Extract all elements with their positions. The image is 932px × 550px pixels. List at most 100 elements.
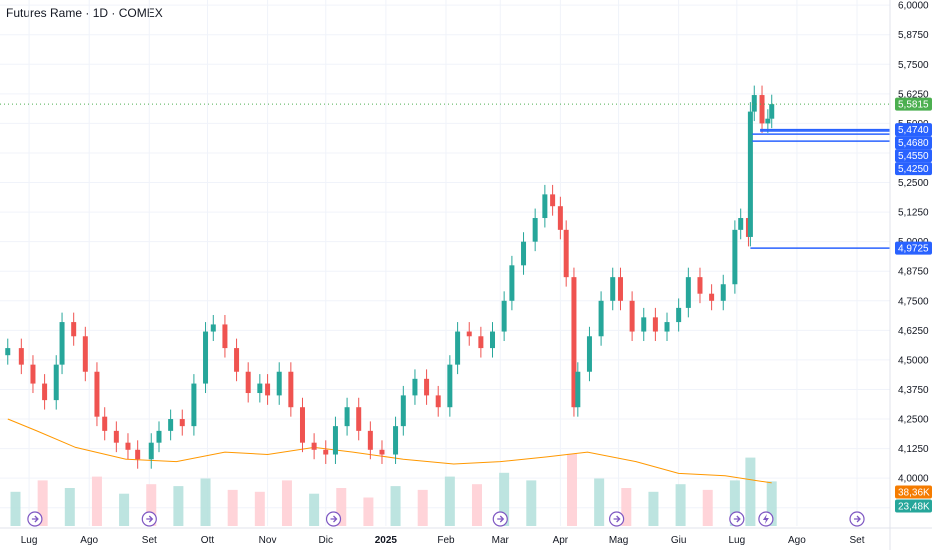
x-tick-label: Mag — [609, 535, 628, 546]
volume-bar — [526, 480, 537, 526]
price-level-tag-bg — [895, 162, 932, 176]
volume-bar — [173, 486, 184, 526]
candle-body — [367, 430, 373, 450]
x-tick-label: Apr — [553, 535, 569, 546]
current-price-tag: 5,5815 — [898, 100, 929, 111]
candle-body — [71, 322, 77, 337]
volume-bar — [336, 488, 347, 526]
price-level-tag-bg — [895, 149, 932, 163]
candle-body — [550, 194, 556, 207]
candle-body — [563, 229, 569, 278]
candle-body — [148, 442, 154, 460]
candle-body — [18, 348, 24, 365]
candle-body — [234, 348, 240, 372]
candle-body — [466, 331, 472, 337]
candle-body — [501, 300, 507, 332]
candle-body — [59, 322, 65, 365]
price-level-tag-bg — [895, 136, 932, 150]
candle-body — [125, 442, 131, 450]
volume-bar — [309, 493, 320, 526]
y-tick-label: 4,5000 — [898, 355, 929, 366]
arrow-glyph — [733, 515, 741, 523]
candle-body — [356, 407, 362, 431]
x-tick-label: Lug — [728, 535, 745, 546]
candle-body — [222, 324, 228, 349]
volume-bar — [390, 486, 401, 526]
candle-body — [697, 277, 703, 294]
candle-body — [751, 95, 757, 112]
volume-bar — [146, 484, 157, 526]
volume-bar — [648, 491, 659, 526]
candle-body — [532, 218, 538, 242]
x-tick-label: Giu — [671, 535, 687, 546]
arrow-glyph — [854, 515, 861, 523]
candle-body — [245, 371, 251, 394]
y-tick-label: 5,6250 — [898, 89, 929, 100]
candle-body — [379, 449, 385, 455]
candle-body — [747, 111, 753, 237]
candle-body — [769, 104, 775, 119]
candle-body — [447, 364, 453, 408]
price-level-tag-bg — [895, 123, 932, 137]
candle-body — [617, 277, 623, 301]
volume-bar — [281, 480, 292, 526]
x-tick-label: Set — [142, 535, 157, 546]
x-tick-label: Ago — [788, 535, 806, 546]
candle-body — [113, 430, 119, 443]
volume-bar — [621, 488, 632, 526]
candle-body — [156, 430, 162, 443]
arrow-glyph — [613, 515, 621, 523]
y-tick-label: 5,2500 — [898, 178, 929, 189]
candle-body — [509, 265, 515, 301]
candle-body — [168, 419, 174, 431]
candle-body — [575, 371, 581, 408]
candle-body — [571, 277, 577, 408]
candle-body — [5, 348, 11, 356]
candle-body — [455, 331, 461, 365]
volume-bar — [745, 457, 756, 526]
candle-body — [53, 364, 59, 401]
volume-bar — [594, 478, 605, 526]
y-tick-label: 4,6250 — [898, 326, 929, 337]
volume-bar — [119, 493, 130, 526]
candle-body — [311, 442, 317, 450]
candle-body — [412, 378, 418, 396]
candle-body — [641, 317, 647, 332]
y-tick-label: 4,8750 — [898, 267, 929, 278]
volume-tag: 23,48K — [898, 502, 930, 513]
volume-bar — [444, 476, 455, 526]
volume-bar — [363, 497, 374, 526]
volume-bar — [227, 489, 238, 526]
volume-bar — [499, 472, 510, 526]
candle-body — [299, 407, 305, 443]
y-tick-label: 6,0000 — [898, 1, 929, 12]
arrow-glyph — [146, 515, 154, 523]
candle-body — [732, 229, 738, 285]
x-tick-label: Lug — [21, 535, 38, 546]
arrow-glyph — [497, 515, 505, 523]
candle-body — [610, 277, 616, 301]
candle-body — [102, 416, 108, 431]
volume-tag-bg — [895, 485, 932, 499]
price-level-tag-bg — [895, 241, 932, 255]
candle-body — [179, 419, 185, 427]
volume-bar — [702, 489, 713, 526]
candle-body — [478, 336, 484, 349]
candle-body — [629, 300, 635, 332]
volume-bar — [200, 478, 211, 526]
candle-body — [30, 364, 36, 384]
volume-tag: 38,36K — [898, 488, 930, 499]
moving-average-line — [7, 418, 772, 484]
candle-body — [210, 324, 216, 332]
x-tick-label: Mar — [492, 535, 510, 546]
price-level-tag: 4,9725 — [898, 244, 929, 255]
y-tick-label: 4,2500 — [898, 415, 929, 426]
candle-body — [344, 407, 350, 427]
candle-body — [652, 317, 658, 332]
volume-bar — [64, 488, 75, 526]
y-tick-label: 5,1250 — [898, 208, 929, 219]
candle-body — [332, 426, 338, 455]
price-level-tag: 5,4740 — [898, 125, 929, 136]
candle-body — [400, 395, 406, 427]
